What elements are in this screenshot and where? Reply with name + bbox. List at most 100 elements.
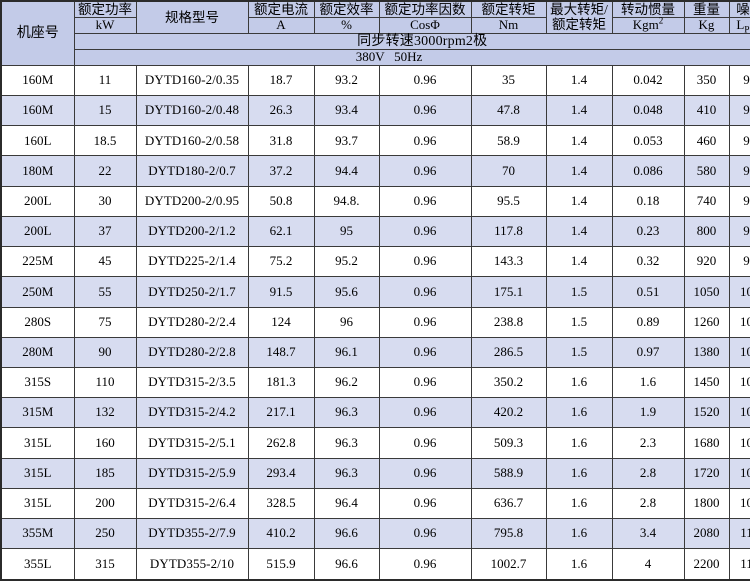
cell-model: DYTD225-2/1.4	[135, 246, 249, 278]
cell-torque-ratio: 1.4	[545, 64, 613, 97]
unit-rated-torque: Nm	[470, 17, 547, 34]
cell-rated-efficiency: 96.6	[313, 517, 380, 550]
cell-torque-ratio: 1.6	[545, 487, 613, 519]
cell-inertia: 1.6	[611, 366, 685, 399]
unit-noise: LPLA	[728, 17, 750, 35]
cell-rated-torque: 35	[470, 64, 547, 97]
table-row: 225M 45 DYTD225-2/1.4 75.2 95.2 0.96 143.3 1.4 0…	[0, 246, 750, 278]
cell-inertia: 0.053	[611, 125, 685, 157]
header-row-voltage-band: 380V 50Hz	[1, 49, 750, 66]
cell-frame-no: 250M	[0, 276, 75, 308]
cell-rated-efficiency: 96	[313, 306, 380, 338]
cell-weight: 1800	[683, 487, 730, 519]
cell-torque-ratio: 1.6	[545, 397, 613, 429]
cell-rated-power: 55	[73, 276, 137, 308]
cell-inertia: 0.086	[611, 155, 685, 187]
cell-model: DYTD280-2/2.4	[135, 306, 249, 338]
cell-noise: 92	[728, 155, 750, 187]
cell-power-factor: 0.96	[378, 185, 472, 217]
header-weight: 重量	[683, 0, 730, 19]
cell-torque-ratio: 1.5	[545, 276, 613, 308]
cell-frame-no: 280M	[0, 336, 75, 368]
cell-noise: 105	[728, 366, 750, 399]
cell-model: DYTD315-2/3.5	[135, 366, 249, 399]
cell-rated-torque: 58.9	[470, 125, 547, 157]
table-row: 315L 200 DYTD315-2/6.4 328.5 96.4 0.96 636.7 1.…	[0, 487, 750, 519]
band-synchronous-speed: 同步转速3000rpm2极	[73, 32, 750, 51]
header-inertia: 转动惯量	[611, 0, 685, 19]
cell-torque-ratio: 1.4	[545, 215, 613, 248]
cell-rated-torque: 70	[470, 155, 547, 187]
header-torque-ratio-line2: 额定转矩	[552, 17, 606, 33]
cell-rated-efficiency: 96.2	[313, 366, 380, 399]
cell-rated-torque: 175.1	[470, 276, 547, 308]
cell-rated-torque: 636.7	[470, 487, 547, 519]
cell-torque-ratio: 1.6	[545, 548, 613, 581]
cell-frame-no: 315S	[0, 366, 75, 399]
cell-noise: 100	[728, 336, 750, 368]
cell-model: DYTD355-2/10	[135, 548, 249, 581]
cell-weight: 800	[683, 215, 730, 248]
header-row-speed-band: 同步转速3000rpm2极	[1, 32, 750, 51]
cell-rated-current: 37.2	[247, 155, 315, 187]
cell-rated-torque: 795.8	[470, 517, 547, 550]
cell-model: DYTD200-2/1.2	[135, 215, 249, 248]
cell-torque-ratio: 1.6	[545, 366, 613, 399]
cell-rated-power: 30	[73, 185, 137, 217]
cell-inertia: 1.9	[611, 397, 685, 429]
cell-inertia: 0.97	[611, 336, 685, 368]
cell-weight: 1720	[683, 457, 730, 489]
cell-rated-torque: 1002.7	[470, 548, 547, 581]
cell-power-factor: 0.96	[378, 306, 472, 338]
cell-rated-torque: 47.8	[470, 95, 547, 127]
cell-power-factor: 0.96	[378, 548, 472, 581]
cell-power-factor: 0.96	[378, 397, 472, 429]
cell-weight: 350	[683, 64, 730, 97]
cell-torque-ratio: 1.4	[545, 125, 613, 157]
cell-rated-efficiency: 96.4	[313, 487, 380, 519]
cell-rated-efficiency: 94.4	[313, 155, 380, 187]
cell-power-factor: 0.96	[378, 336, 472, 368]
cell-rated-current: 181.3	[247, 366, 315, 399]
cell-rated-current: 410.2	[247, 517, 315, 550]
cell-model: DYTD160-2/0.35	[135, 64, 249, 97]
cell-power-factor: 0.96	[378, 95, 472, 127]
table-row: 250M 55 DYTD250-2/1.7 91.5 95.6 0.96 175.1 1.5 0…	[0, 276, 750, 308]
cell-model: DYTD160-2/0.48	[135, 95, 249, 127]
cell-rated-power: 75	[73, 306, 137, 338]
header-rated-torque: 额定转矩	[470, 0, 547, 19]
cell-rated-torque: 420.2	[470, 397, 547, 429]
cell-rated-current: 217.1	[247, 397, 315, 429]
cell-torque-ratio: 1.4	[545, 155, 613, 187]
cell-rated-current: 91.5	[247, 276, 315, 308]
cell-rated-current: 50.8	[247, 185, 315, 217]
header-rated-power: 额定功率	[73, 0, 137, 19]
table-row: 200L 30 DYTD200-2/0.95 50.8 94.8. 0.96 95.5 1.4…	[0, 185, 750, 217]
cell-power-factor: 0.96	[378, 155, 472, 187]
cell-frame-no: 315L	[0, 487, 75, 519]
table-row: 355M 250 DYTD355-2/7.9 410.2 96.6 0.96 795.8 1.…	[0, 517, 750, 550]
cell-rated-efficiency: 96.1	[313, 336, 380, 368]
table-row: 280M 90 DYTD280-2/2.8 148.7 96.1 0.96 286.5 1.5…	[0, 336, 750, 368]
cell-model: DYTD355-2/7.9	[135, 517, 249, 550]
cell-noise: 95	[728, 185, 750, 217]
cell-rated-power: 18.5	[73, 125, 137, 157]
cell-power-factor: 0.96	[378, 366, 472, 399]
cell-weight: 920	[683, 246, 730, 278]
unit-rated-efficiency: %	[313, 17, 380, 34]
cell-power-factor: 0.96	[378, 487, 472, 519]
cell-noise: 105	[728, 457, 750, 489]
cell-rated-current: 18.7	[247, 64, 315, 97]
cell-inertia: 2.8	[611, 457, 685, 489]
cell-noise: 105	[728, 427, 750, 459]
cell-weight: 2200	[683, 548, 730, 581]
cell-rated-power: 110	[73, 366, 137, 399]
cell-model: DYTD180-2/0.7	[135, 155, 249, 187]
cell-inertia: 0.18	[611, 185, 685, 217]
table-row: 280S 75 DYTD280-2/2.4 124 96 0.96 238.8 1.5 0.89…	[0, 306, 750, 338]
cell-rated-torque: 286.5	[470, 336, 547, 368]
header-model: 规格型号	[135, 0, 249, 34]
cell-frame-no: 200L	[0, 215, 75, 248]
cell-power-factor: 0.96	[378, 517, 472, 550]
cell-power-factor: 0.96	[378, 125, 472, 157]
